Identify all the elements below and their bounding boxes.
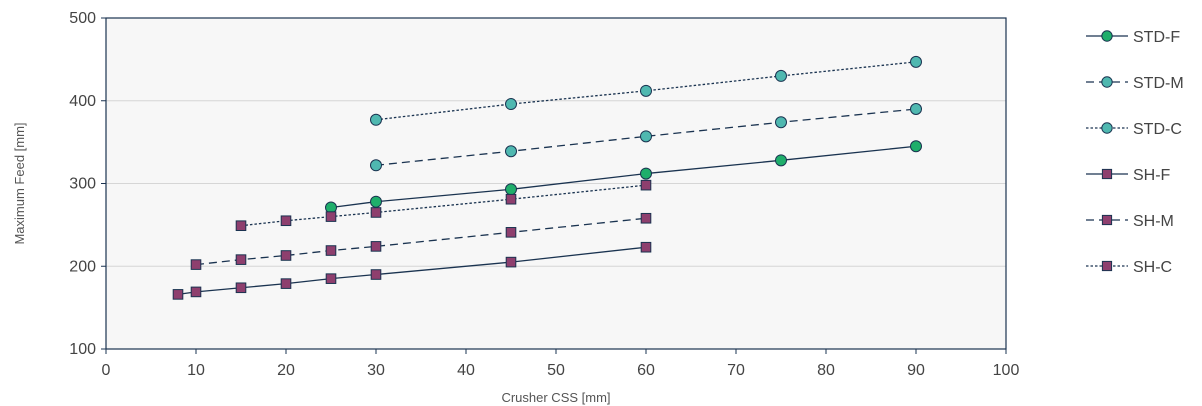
- data-point: [910, 103, 922, 116]
- x-tick-label: 80: [817, 362, 835, 379]
- x-tick-label: 10: [187, 362, 205, 379]
- legend-item: STD-C: [1086, 121, 1182, 138]
- data-point: [190, 286, 202, 298]
- data-point: [775, 69, 787, 82]
- data-point: [505, 145, 517, 158]
- data-point: [640, 179, 652, 191]
- data-point: [325, 273, 337, 284]
- series-std-m: [370, 103, 922, 172]
- data-point: [280, 215, 292, 227]
- y-tick-label: 500: [69, 10, 96, 27]
- x-tick-label: 60: [637, 362, 655, 379]
- legend-item: SH-F: [1086, 167, 1171, 184]
- y-tick-label: 200: [69, 258, 96, 275]
- data-point: [172, 289, 184, 300]
- x-tick-label: 70: [727, 362, 745, 379]
- x-tick-label: 90: [907, 362, 925, 379]
- y-tick-label: 300: [69, 176, 96, 193]
- data-point: [280, 250, 292, 261]
- data-point: [505, 193, 517, 205]
- data-point: [370, 195, 382, 208]
- data-point: [775, 154, 787, 167]
- legend-label: SH-C: [1133, 259, 1172, 276]
- data-point: [505, 256, 517, 268]
- legend-marker: [1101, 76, 1113, 88]
- series-sh-c: [235, 179, 652, 232]
- x-axis-title: Crusher CSS [mm]: [501, 390, 610, 405]
- legend-label: STD-F: [1133, 29, 1180, 46]
- data-point: [640, 212, 652, 224]
- plot-frame: [105, 17, 1007, 350]
- data-point: [235, 282, 247, 294]
- legend-item: SH-C: [1086, 259, 1172, 276]
- data-point: [505, 227, 517, 238]
- x-tick-label: 100: [993, 362, 1020, 379]
- data-point: [370, 241, 382, 252]
- legend-label: SH-F: [1133, 167, 1171, 184]
- legend: STD-F STD-M STD-C SH-F SH-M SH-C: [1086, 29, 1184, 276]
- data-point: [190, 259, 202, 270]
- data-point: [910, 55, 922, 68]
- data-point: [370, 269, 382, 280]
- y-tick-label: 400: [69, 93, 96, 110]
- data-point: [910, 140, 922, 153]
- y-axis-title: Maximum Feed [mm]: [12, 122, 27, 244]
- x-tick-label: 20: [277, 362, 295, 379]
- y-tick-label: 100: [69, 341, 96, 358]
- data-point: [505, 98, 517, 111]
- series-line: [240, 184, 647, 227]
- series-std-f: [325, 140, 922, 214]
- x-tick-label: 40: [457, 362, 475, 379]
- data-point: [640, 84, 652, 97]
- legend-marker: [1101, 30, 1113, 42]
- legend-item: SH-M: [1086, 213, 1174, 230]
- series-sh-m: [190, 212, 652, 270]
- series-group: [172, 55, 922, 300]
- legend-marker: [1101, 214, 1113, 226]
- x-tick-label: 50: [547, 362, 565, 379]
- data-point: [370, 207, 382, 218]
- data-point: [640, 167, 652, 180]
- data-point: [370, 113, 382, 126]
- series-std-c: [370, 55, 922, 126]
- y-axis-ticks: 100 200 300 400 500: [69, 10, 106, 358]
- legend-item: STD-M: [1086, 75, 1184, 92]
- legend-item: STD-F: [1086, 29, 1180, 46]
- series-line: [177, 246, 647, 296]
- data-point: [640, 130, 652, 143]
- data-point: [325, 211, 337, 222]
- legend-label: STD-M: [1133, 75, 1184, 92]
- x-axis-ticks: 0 10 20 30 40 50 60 70 80 90 100: [102, 349, 1020, 379]
- data-point: [235, 220, 247, 232]
- data-point: [640, 241, 652, 253]
- x-tick-label: 30: [367, 362, 385, 379]
- legend-label: SH-M: [1133, 213, 1174, 230]
- data-point: [505, 183, 517, 196]
- legend-marker: [1101, 168, 1113, 180]
- legend-marker: [1101, 260, 1113, 272]
- data-point: [775, 116, 787, 129]
- data-point: [370, 159, 382, 172]
- x-tick-label: 0: [102, 362, 111, 379]
- data-point: [235, 254, 247, 265]
- series-sh-f: [172, 241, 652, 300]
- series-line: [330, 145, 917, 209]
- legend-label: STD-C: [1133, 121, 1182, 138]
- legend-marker: [1101, 122, 1113, 134]
- data-point: [325, 245, 337, 256]
- data-point: [280, 278, 292, 289]
